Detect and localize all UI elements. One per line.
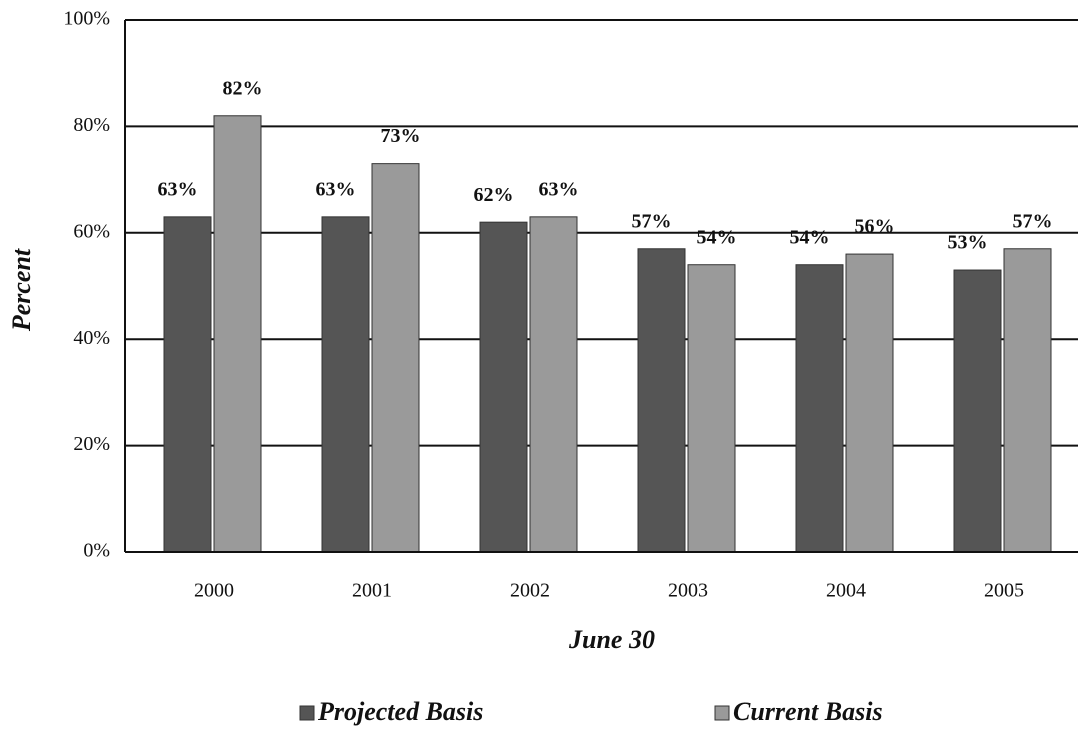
y-tick-label: 20% [73,433,110,455]
value-label: 63% [539,178,579,200]
value-label: 54% [790,226,830,248]
y-tick-label: 60% [73,220,110,242]
bar [479,221,528,553]
bar [213,115,262,553]
bar [687,264,736,553]
value-label: 62% [474,184,514,206]
x-tick-label: 2004 [826,580,866,602]
legend-swatch [299,705,315,721]
bar [845,253,894,553]
y-axis-label: Percent [7,248,36,332]
x-axis-label: June 30 [568,625,655,654]
y-tick-label: 0% [83,540,110,562]
value-label: 57% [632,210,672,232]
x-tick-label: 2002 [510,580,550,602]
y-tick-label: 100% [63,8,110,30]
bar [529,216,578,553]
bar [321,216,370,553]
y-tick-label: 80% [73,114,110,136]
bar [1003,248,1052,553]
x-tick-label: 2003 [668,580,708,602]
bar [953,269,1002,553]
legend-label: Current Basis [733,697,883,726]
x-tick-label: 2005 [984,580,1024,602]
value-label: 82% [223,77,263,99]
y-tick-label: 40% [73,327,110,349]
bar [637,248,686,553]
bar [371,163,420,553]
value-label: 56% [855,216,895,238]
value-label: 63% [158,178,198,200]
bar [163,216,212,553]
bar [795,264,844,553]
legend-label: Projected Basis [317,697,483,726]
x-tick-label: 2000 [194,580,234,602]
value-label: 73% [381,125,421,147]
x-tick-label: 2001 [352,580,392,602]
value-label: 57% [1013,210,1053,232]
value-label: 54% [697,226,737,248]
value-label: 63% [316,178,356,200]
value-label: 53% [948,232,988,254]
legend-swatch [714,705,730,721]
